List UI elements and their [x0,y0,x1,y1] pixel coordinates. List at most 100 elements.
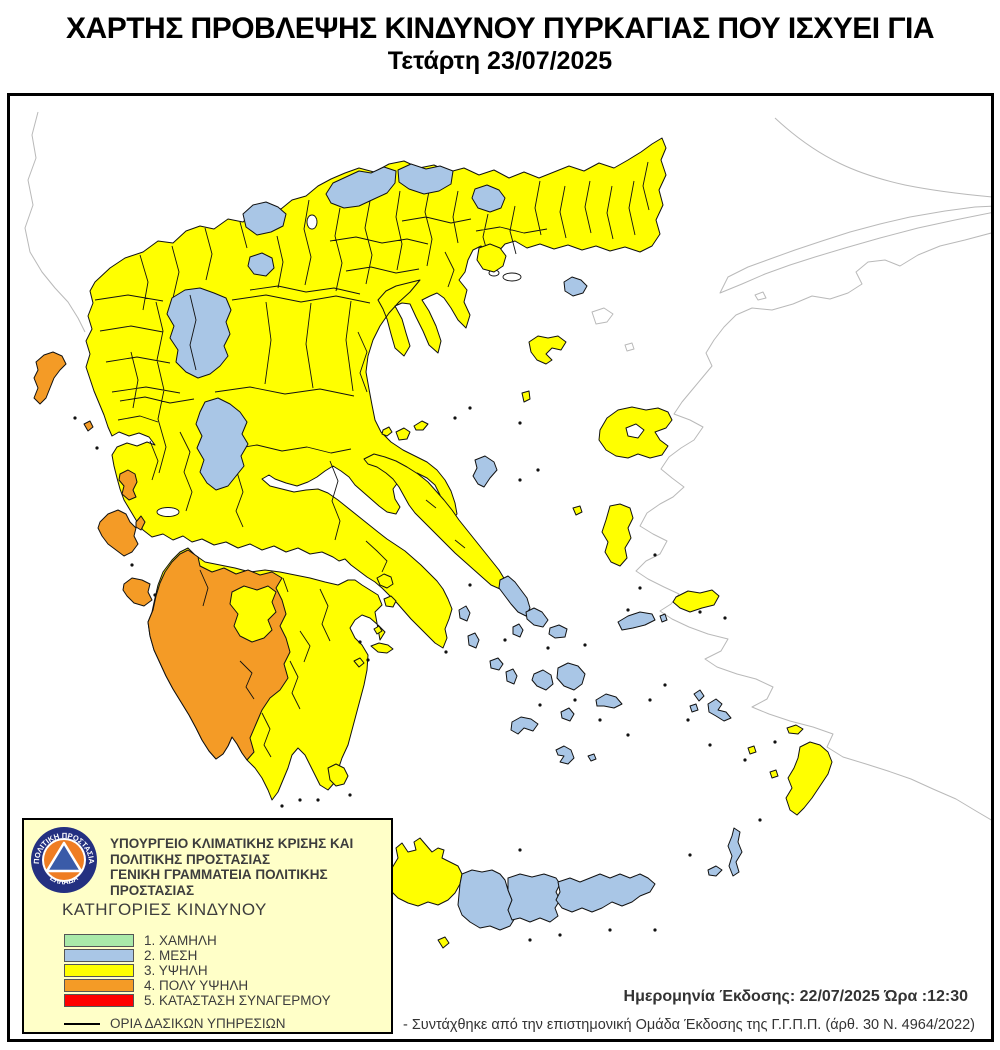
region-pella [325,166,397,209]
island-naxos [556,662,586,691]
island-kythnos [467,632,480,649]
island-corfu [33,351,67,405]
legend-box: ΠΟΛΙΤΙΚΗ ΠΡΟΣΤΑΣΙΑ ΕΛΛΑΔΑ ΥΠΟΥΡΓΕΙΟ ΚΛΙΜ… [22,818,393,1034]
island-alonissos [413,420,429,431]
island-paxoi [83,420,94,432]
swatch-high [64,964,134,977]
island-sifnos [505,668,518,685]
legend-heading: ΚΑΤΗΓΟΡΙΕΣ ΚΙΝΔΥΝΟΥ [62,900,267,919]
page-title: ΧΑΡΤΗΣ ΠΡΟΒΛΕΨΗΣ ΚΙΝΔΥΝΟΥ ΠΥΡΚΑΓΙΑΣ ΠΟΥ … [0,12,1000,76]
island-spetses [353,657,365,668]
author-note-text: - Συντάχθηκε από την επιστημονική Ομάδα … [402,1017,975,1033]
legend-label-very-high: 4. ΠΟΛΥ ΥΨΗΛΗ [144,978,249,993]
island-tinos [525,607,549,628]
island-limnos [528,335,567,365]
island-kythira [327,763,349,787]
island-astypalaia [707,698,732,722]
region-heraklion [507,873,561,923]
ministry-title: ΥΠΟΥΡΓΕΙΟ ΚΛΙΜΑΤΙΚΗΣ ΚΡΙΣΗΣ ΚΑΙ ΠΟΛΙΤΙΚΗ… [110,836,395,898]
swatch-medium [64,949,134,962]
island-gavdos [437,936,450,949]
island-chios [601,503,634,567]
island-fourni [659,613,668,623]
ministry-line-3: ΓΕΝΙΚΗ ΓΡΑΜΜΑΤΕΙΑ ΠΟΛΙΤΙΚΗΣ ΠΡΟΣΤΑΣΙΑΣ [110,867,328,898]
swatch-low [64,934,134,947]
island-crete [385,837,656,949]
island-kefalonia [97,509,139,557]
region-lasithi [555,873,656,913]
island-evia [363,453,506,590]
island-symi [747,745,757,755]
region-drama [471,184,506,213]
island-ithaki [135,515,146,531]
island-hydra [370,642,394,654]
island-kasos [707,865,723,877]
legend-label-low: 1. ΧΑΜΗΛΗ [144,933,217,948]
islands-north-aegean [476,243,720,631]
swatch-alert [64,994,134,1007]
islands-sporades [381,420,429,441]
island-karpathos [727,827,743,877]
island-anafi [587,753,597,762]
island-lefkada [118,469,138,501]
island-zakynthos [122,577,153,607]
island-ikaria [617,611,656,631]
island-serifos [489,657,504,671]
neighbor-coastlines [24,111,991,821]
island-lesbos [598,406,673,459]
legend-label-alert: 5. ΚΑΤΑΣΤΑΣΗ ΣΥΝΑΓΕΡΜΟΥ [144,993,331,1008]
island-paros [531,669,554,691]
island-rhodes [785,741,833,816]
civil-protection-logo: ΠΟΛΙΤΙΚΗ ΠΡΟΣΤΑΣΙΑ ΕΛΛΑΔΑ [31,827,97,893]
lakes [156,214,522,517]
region-mainland-greece [85,137,667,649]
prefecture-borders-peloponnese [199,569,331,758]
marmara-islet-outline [754,291,767,301]
island-leros [689,703,699,713]
tenedos-outline [624,342,635,352]
region-kastoria [242,201,287,236]
islets [73,406,777,942]
island-agios-efstratios [521,390,531,403]
region-kilkis [397,163,454,195]
region-west-macedonia-epirus [166,287,232,379]
issue-date-text: Ημερομηνία Έκδοσης: 22/07/2025 Ώρα :12:3… [623,988,968,1005]
island-santorini [555,745,575,765]
regions-medium-risk [166,163,506,491]
ministry-line-1: ΥΠΟΥΡΓΕΙΟ ΚΛΙΜΑΤΙΚΗΣ ΚΡΙΣΗΣ ΚΑΙ [110,836,354,851]
region-evrytania [195,397,249,491]
island-skopelos [395,427,411,441]
ministry-line-2: ΠΟΛΙΤΙΚΗΣ ΠΡΟΣΤΑΣΙΑΣ [110,851,271,867]
swatch-very-high [64,979,134,992]
region-chania [385,837,463,907]
imbros-outline [591,307,614,325]
logo-triangle-icon [45,841,83,873]
island-amorgos [595,693,623,709]
island-ios [560,707,575,722]
map-date-subtitle: Τετάρτη 23/07/2025 [387,47,613,75]
island-salamina [376,573,394,589]
island-kea [458,605,471,622]
islands-dodecanese [689,689,833,877]
island-samothrace [563,276,588,297]
legend-label-medium: 2. ΜΕΣΗ [144,948,198,963]
island-kos [786,724,804,735]
islands-ionian [33,351,153,607]
island-skiathos [381,426,393,437]
legend-boundary-label: ΟΡΙΑ ΔΑΣΙΚΩΝ ΥΠΗΡΕΣΙΩΝ [110,1016,286,1031]
island-poros [373,625,383,635]
forest-boundary-line-icon [64,1023,100,1025]
islands-cyclades [458,575,623,765]
prefecture-borders-mainland [94,161,650,573]
island-kalymnos [693,689,705,702]
island-aegina [383,595,397,608]
island-samos [672,589,720,613]
island-mykonos [548,624,568,639]
legend-label-high: 3. ΥΨΗΛΗ [144,963,208,978]
island-thasos [476,243,507,273]
island-skyros [472,455,498,488]
island-milos [510,716,539,735]
islands-saronic [327,573,397,787]
